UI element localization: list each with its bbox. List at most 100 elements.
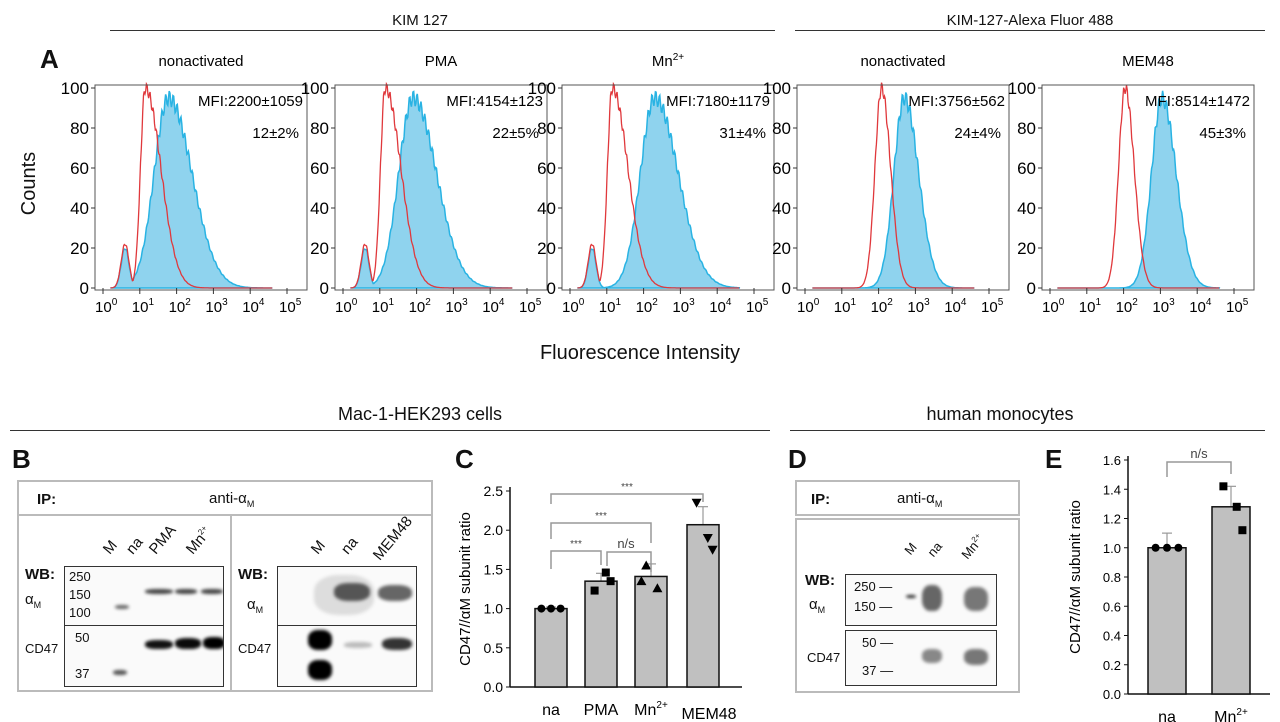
ip-header-d: IP: anti-αM [795,480,1020,516]
y-tick-label: 40 [1017,199,1036,218]
panel-title: nonactivated [860,53,945,70]
percent-value: 45±3% [1199,125,1246,142]
ip-antibody: anti-αM [897,490,942,509]
divider [795,30,1265,31]
ip-header: IP: anti-αM [17,480,433,516]
y-tick-label: 1.5 [484,561,504,577]
y-tick-label: 1.2 [1103,512,1121,527]
header-monocytes: human monocytes [926,404,1074,424]
blot-band [308,660,332,680]
y-tick-label: 20 [772,239,791,258]
data-point [641,560,652,570]
y-tick-label: 60 [1017,159,1036,178]
blot-d: M na Mn2+ WB: αM CD47 250 — 150 — 50 — 3… [795,518,1020,693]
ip-antibody-subscript: M [934,499,943,509]
size-marker: 150 [69,587,91,602]
y-tick-label: 80 [772,119,791,138]
mfi-value: MFI:2200±1059 [198,93,303,110]
size-marker: 250 [69,569,91,584]
y-tick-label: 0 [80,279,89,298]
data-point [1151,543,1160,552]
significance-label: *** [570,539,582,550]
bar [634,575,668,688]
size-marker: 50 — [862,635,894,650]
control-histogram [350,81,513,289]
significance-bracket [606,551,652,572]
panel-label-e: E [1045,444,1063,474]
wb-label: WB: [805,572,835,589]
sample-histogram [110,90,273,289]
significance-bracket [550,522,652,543]
y-tick-label: 40 [772,199,791,218]
ip-antibody: anti-αM [209,490,254,509]
blot-band [145,589,173,594]
x-tick-label: na [1158,709,1176,722]
y-tick-label: 20 [310,239,329,258]
percent-value: 31±4% [719,125,766,142]
blot-band [201,589,223,594]
blot-band [113,670,127,675]
y-tick-label: 0 [1027,279,1036,298]
divider [790,430,1265,431]
mfi-value: MFI:7180±1179 [666,93,770,110]
alpha-m-label: αM [809,596,825,615]
control-histogram [110,81,273,289]
blot-b-right: M na MEM48 WB: αM CD47 250 150 50 37 [230,513,433,692]
bar [584,580,618,688]
ip-label: IP: [37,491,57,508]
ip-antibody-subscript: M [246,499,255,509]
x-tick-label: Mn2+ [634,700,668,719]
cd47-blot: 50 37 [64,625,224,687]
x-tick-label: PMA [584,702,619,719]
significance-label: n/s [617,536,635,551]
bar-chart-C: 0.0 0.5 1.0 1.5 2.0 2.5 CD47//αM subunit ratio… [457,482,742,722]
alpha-subscript: M [255,605,264,615]
panel-label-b: B [12,444,31,474]
significance-label: *** [595,511,607,522]
mfi-value: MFI:4154±123 [446,93,543,110]
y-tick-label: 20 [537,239,556,258]
y-tick-label: 100 [61,79,89,98]
header-kim127-alexa: KIM-127-Alexa Fluor 488 [946,12,1114,29]
percent-value: 12±2% [252,125,299,142]
data-point [691,498,702,508]
data-point [1163,543,1171,552]
wb-label: WB: [25,566,55,583]
significance-bracket [1166,461,1232,477]
x-tick-label: na [542,702,560,719]
panel-title: nonactivated [158,53,243,70]
data-point [1174,543,1183,552]
blot-band [922,585,942,611]
significance-bracket [550,550,602,569]
header-kim127: KIM 127 [392,12,448,29]
blot-band [964,649,988,665]
size-marker: 100 [69,605,91,620]
blot-band [964,587,988,611]
data-point [601,568,610,577]
mfi-value: MFI:8514±1472 [1145,93,1250,110]
blot-band [922,649,942,663]
blot-band [382,638,412,650]
divider [110,30,775,31]
wb-label: WB: [238,566,268,583]
panel-label-d: D [788,444,807,474]
y-tick-label: 0 [547,279,556,298]
cd47-label: CD47 [25,641,59,656]
header-mac1: Mac-1-HEK293 cells [337,404,503,424]
y-tick-label: 40 [70,199,89,218]
y-tick-label: 20 [70,239,89,258]
y-tick-label: 0.2 [1103,658,1121,673]
mfi-value: MFI:3756±562 [908,93,1005,110]
ip-antibody-text: anti-α [897,490,935,507]
alpha-subscript: M [817,605,826,615]
percent-value: 24±4% [954,125,1001,142]
data-point [636,576,647,586]
y-tick-label: 0 [320,279,329,298]
blot-band [334,583,370,601]
bar-chart-E: 0.0 0.2 0.4 0.6 0.8 1.0 1.2 1.4 1.6 CD47//αM subu… [1067,446,1270,722]
